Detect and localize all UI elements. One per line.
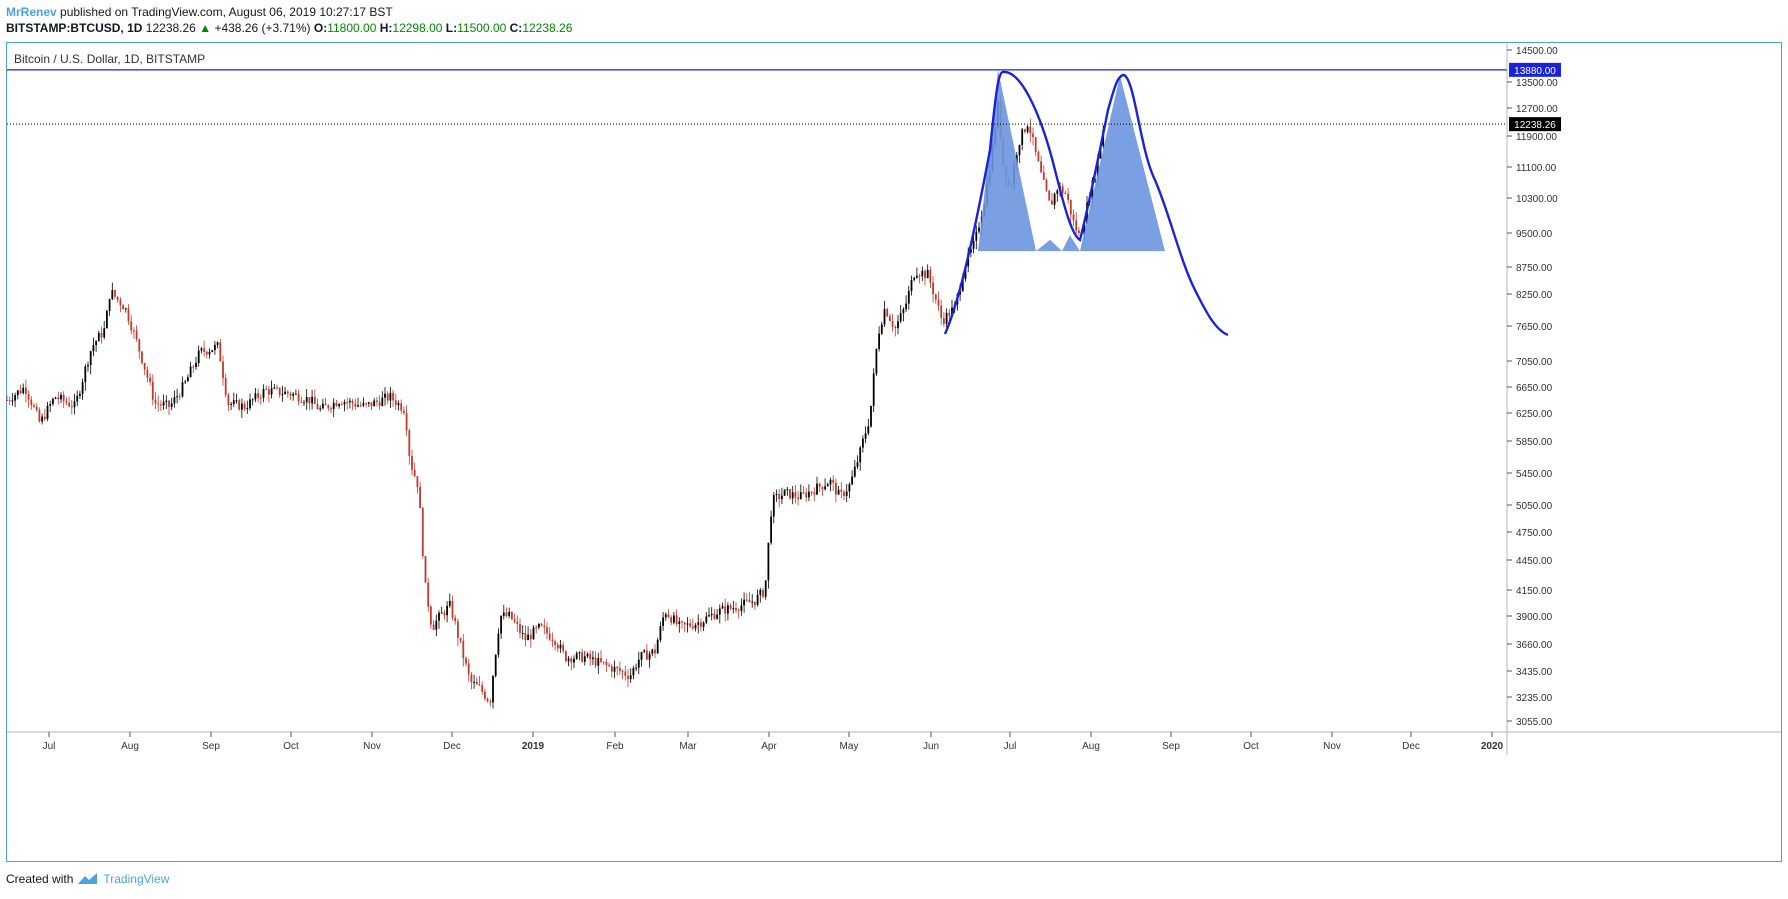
created-with-label: Created with — [6, 872, 74, 886]
up-arrow-icon: ▲ — [199, 21, 212, 35]
tradingview-logo-icon — [78, 873, 98, 884]
chart-title: Bitcoin / U.S. Dollar, 1D, BITSTAMP — [14, 52, 206, 66]
open-value: 11800.00 — [327, 21, 377, 35]
low-label: L: — [445, 21, 458, 35]
low-value: 11500.00 — [457, 21, 507, 35]
high-value: 12298.00 — [392, 21, 443, 35]
publish-header: MrRenev published on TradingView.com, Au… — [6, 4, 393, 20]
last-price: 12238.26 — [145, 21, 196, 35]
footer: Created with TradingView — [6, 872, 169, 886]
symbol-info-bar: BITSTAMP:BTCUSD, 1D 12238.26 ▲ +438.26 (… — [6, 20, 572, 36]
publish-info: published on TradingView.com, August 06,… — [60, 5, 393, 19]
symbol-label: BITSTAMP:BTCUSD, 1D — [6, 21, 143, 35]
tradingview-brand[interactable]: TradingView — [103, 872, 170, 886]
open-label: O: — [313, 21, 328, 35]
close-value: 12238.26 — [522, 21, 573, 35]
author-name[interactable]: MrRenev — [6, 5, 57, 19]
chart-frame[interactable] — [6, 42, 1782, 862]
price-change: +438.26 (+3.71%) — [214, 21, 311, 35]
high-label: H: — [379, 21, 393, 35]
close-label: C: — [509, 21, 523, 35]
